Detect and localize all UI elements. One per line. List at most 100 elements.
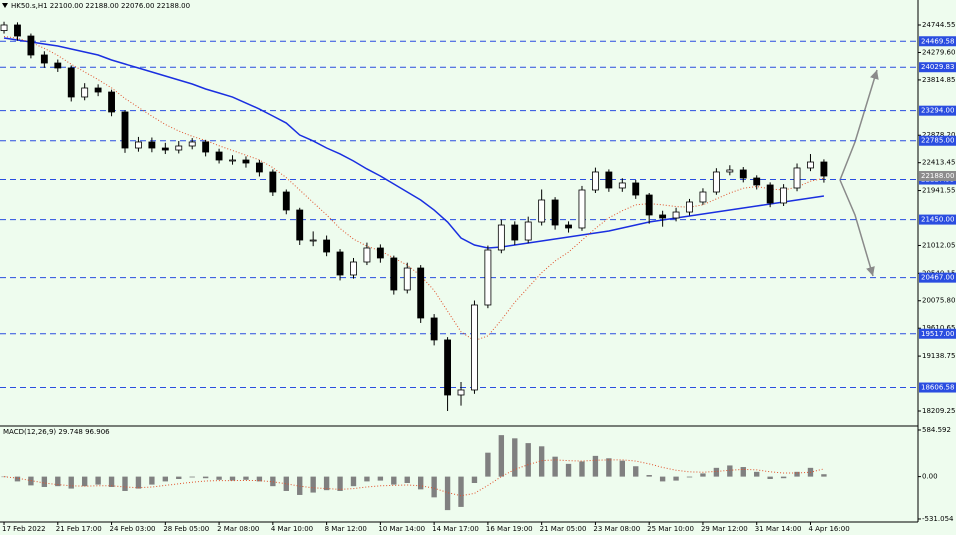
candle-body [417,267,425,319]
moving-average [3,37,825,249]
candle-body [766,184,774,204]
candle-body [81,87,89,98]
x-tick-label: 25 Mar 10:00 [647,525,694,533]
level-label: 20467.00 [921,274,954,282]
candle-body [54,62,62,69]
arrow-down [839,179,875,277]
histogram-bar [310,476,316,493]
candle-body [739,169,747,179]
x-tick-label: 17 Feb 2022 [2,525,46,533]
histogram-bar [404,476,410,483]
histogram-bar [14,476,21,482]
candle-body [323,239,331,253]
histogram-bar [176,476,182,480]
histogram-bar [391,476,397,485]
candle-body [309,239,317,242]
histogram-bar [659,476,666,482]
candle-body [645,194,653,216]
level-label: 23294.00 [921,107,954,115]
candle-body [135,141,142,149]
histogram-bar [606,458,612,477]
histogram-bar [270,476,276,487]
histogram-bar [673,476,679,481]
level-label-box [919,105,956,116]
candle-body [67,67,75,98]
histogram-bar [149,476,155,485]
histogram-bar [512,438,518,477]
histogram-bar [162,476,169,482]
histogram-bar [471,476,478,483]
x-tick-label: 21 Feb 17:00 [56,525,102,533]
candle-body [618,182,626,189]
histogram-bar [364,476,370,482]
histogram-bar [323,476,330,491]
candle-body [188,141,196,147]
candle-body [282,191,290,211]
histogram-bar [700,473,706,477]
histogram-bar [350,476,357,487]
histogram-bar [337,476,343,491]
histogram-bar [592,455,599,477]
candle-body [457,389,465,396]
y-tick-label: 21941.55 [922,187,955,195]
candle-body [336,251,344,276]
last-price-label: 22188.00 [921,172,954,180]
level-label-box [919,328,956,339]
candle-body [820,161,828,177]
candle-body [121,111,129,149]
level-label: 19517.00 [921,330,954,338]
candle-body [161,147,169,151]
level-label: 21450.00 [921,216,954,224]
arrow-up [839,69,879,181]
histogram-bar [216,476,222,480]
level-label-box [919,135,956,146]
candle-body [269,171,277,193]
level-label-box [919,272,956,283]
x-tick-label: 10 Mar 14:00 [378,525,425,533]
histogram-bar [538,446,545,477]
histogram-bar [579,461,585,477]
level-label-box [919,36,956,47]
y-tick-label: 19138.75 [922,352,955,360]
candle-body [551,199,559,226]
candle-body [350,261,357,276]
histogram-bar [283,476,289,491]
histogram-bar [458,476,464,507]
x-tick-label: 14 Mar 17:00 [432,525,479,533]
level-label: 24469.58 [921,37,954,45]
candle-body [807,161,814,169]
candle-body [390,257,398,291]
y-tick-label: 19610.65 [922,324,955,332]
histogram-bar [633,466,639,477]
histogram-bar [122,476,128,491]
candle-body [511,224,519,241]
histogram-bar [108,476,115,487]
candle-body [255,162,263,173]
histogram-bar [377,476,384,481]
x-tick-label: 2 Mar 08:00 [217,525,259,533]
candle-body [242,159,250,164]
last-price-box [919,171,956,182]
histogram-bar [727,465,733,477]
candle-body [471,304,478,391]
candle-body [726,169,734,173]
candle-body [699,191,707,203]
histogram-bar [68,476,74,489]
histogram-bar [821,474,827,477]
y-tick-label: 21012.05 [922,241,955,249]
histogram-bar [565,463,572,477]
candle-body [175,145,183,151]
candle-body [108,91,115,113]
moving-average [3,36,825,342]
level-label: 24029.83 [921,63,954,71]
histogram-bar [256,476,263,482]
candle-body [363,247,371,263]
candle-body [215,151,223,161]
y-tick-label: -531.054 [922,515,954,523]
candle-body [229,159,236,162]
histogram-bar [767,476,773,480]
histogram-bar [189,476,195,478]
chart-title: HK50.s,H1 22100.00 22188.00 22076.00 221… [11,2,190,10]
